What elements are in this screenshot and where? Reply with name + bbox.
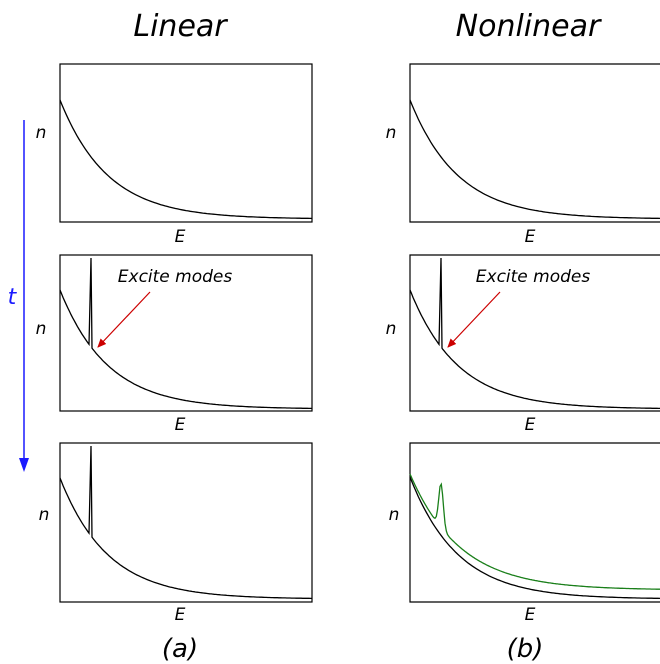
panel-a3-xlabel: E xyxy=(175,605,186,625)
panel-b2-frame xyxy=(409,254,660,412)
panel-a1-xlabel: E xyxy=(175,227,186,247)
panel-b2-curve xyxy=(409,257,660,410)
panel-b1-xlabel: E xyxy=(525,227,536,247)
panel-a2-xlabel: E xyxy=(175,415,186,435)
panel-a3-ylabel: n xyxy=(39,505,50,525)
panel-label-a: (a) xyxy=(162,634,198,664)
panel-a3-frame xyxy=(59,442,313,603)
panel-a1-curve xyxy=(59,99,312,220)
panel-b3-xlabel: E xyxy=(525,605,536,625)
panel-a2-annotation-arrow xyxy=(97,291,151,348)
panel-b3-frame xyxy=(409,442,660,603)
panel-b2-annotation: Excite modes xyxy=(476,267,591,287)
panel-b3-curve xyxy=(409,476,660,600)
panel-a1-frame xyxy=(59,63,313,223)
panel-b2-xlabel: E xyxy=(525,415,536,435)
time-arrow-head xyxy=(19,458,29,472)
panel-a3-curve xyxy=(59,445,312,600)
panel-b2-ylabel: n xyxy=(386,319,397,339)
panel-a2-frame xyxy=(59,254,313,412)
panel-a1-ylabel: n xyxy=(36,123,47,143)
panel-a2-annotation: Excite modes xyxy=(118,267,233,287)
column-title-linear: Linear xyxy=(133,9,228,44)
panel-b3-ylabel: n xyxy=(389,505,400,525)
time-axis-label: t xyxy=(8,285,18,310)
panel-b2-annotation-arrow xyxy=(447,291,501,348)
panel-label-b: (b) xyxy=(507,634,544,664)
panel-b3-evolved-curve xyxy=(409,473,660,590)
panel-b1-frame xyxy=(409,63,660,223)
panel-b1-ylabel: n xyxy=(386,123,397,143)
panel-a2-curve xyxy=(59,257,312,410)
panel-b1-curve xyxy=(409,99,660,220)
panel-a2-ylabel: n xyxy=(36,319,47,339)
column-title-nonlinear: Nonlinear xyxy=(456,9,602,44)
